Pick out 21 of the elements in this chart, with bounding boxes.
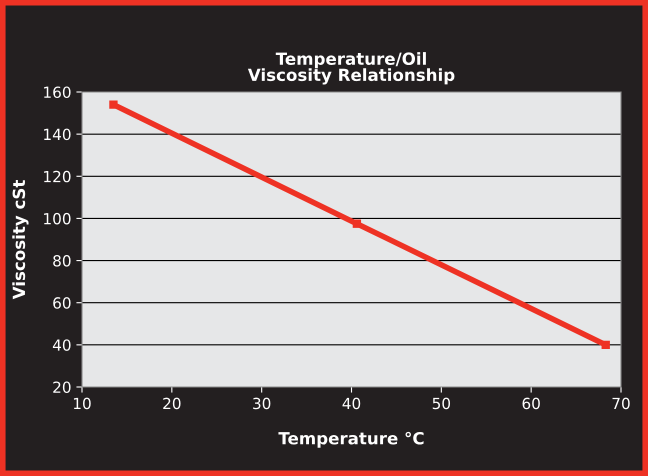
point xyxy=(109,100,118,109)
x-tick-label: 30 xyxy=(253,398,270,410)
point xyxy=(352,220,362,228)
y-tick-label: 60 xyxy=(53,297,71,309)
y-tick-label: 160 xyxy=(44,86,71,98)
x-tick-label: 70 xyxy=(612,398,630,410)
y-tick-label: 100 xyxy=(44,212,71,224)
point xyxy=(602,340,610,350)
x-tick-label: 10 xyxy=(74,398,91,410)
x-axis-title: Temperature °C xyxy=(278,432,424,448)
y-tick-label: 120 xyxy=(44,170,71,182)
y-tick-label: 80 xyxy=(53,255,71,267)
x-tick-label: 40 xyxy=(342,398,360,410)
y-tick-label: 140 xyxy=(44,128,71,140)
y-tick-label: 40 xyxy=(52,339,71,351)
y-axis-title: Viscosity cSt xyxy=(12,180,29,300)
y-tick-label: 20 xyxy=(53,381,71,394)
chart-title: Temperature/Oil Viscosity Relationship xyxy=(248,52,454,84)
x-tick-label: 50 xyxy=(432,398,450,410)
x-tick-label: 20 xyxy=(163,398,181,410)
x-tick-label: 60 xyxy=(522,398,540,410)
